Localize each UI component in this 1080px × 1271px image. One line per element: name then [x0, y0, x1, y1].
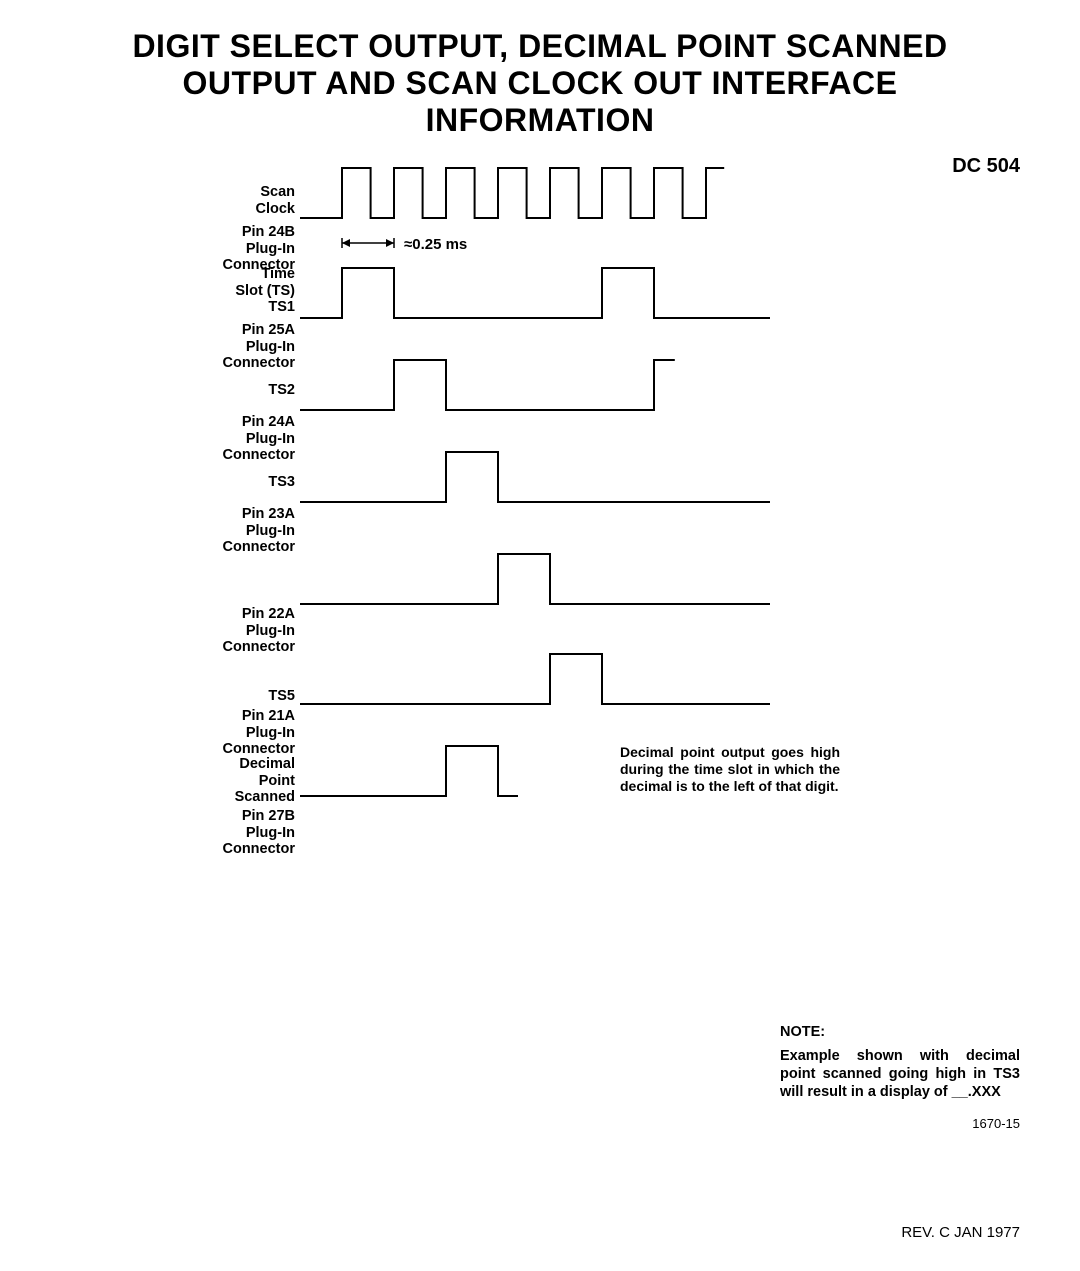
wave-ts5 — [300, 646, 780, 738]
wave-scan-clock: ≈0.25 ms — [300, 160, 780, 252]
wave-ts4 — [300, 546, 780, 638]
label-ts3: TS3 — [130, 474, 295, 491]
label-scan-clock: ScanClock — [130, 184, 295, 217]
label-ts1: TimeSlot (TS)TS1 — [130, 266, 295, 316]
wave-decimal-point: Decimal point output goes high during th… — [300, 738, 780, 830]
wave-ts1 — [300, 260, 780, 352]
label-pin-27b: Pin 27BPlug-InConnector — [130, 808, 295, 858]
label-ts5: TS5 — [130, 688, 295, 705]
row-scan-clock: ScanClock Pin 24BPlug-InConnector ≈0.25 … — [160, 160, 780, 260]
figure-number: 1670-15 — [972, 1116, 1020, 1131]
row-decimal-point: DecimalPointScanned Pin 27BPlug-InConnec… — [160, 738, 780, 838]
wave-ts3 — [300, 444, 780, 536]
title-line-3: INFORMATION — [426, 102, 655, 138]
note-heading: NOTE: — [780, 1023, 1020, 1041]
title-line-1: DIGIT SELECT OUTPUT, DECIMAL POINT SCANN… — [132, 28, 947, 64]
label-ts2: TS2 — [130, 382, 295, 399]
timing-value: ≈0.25 ms — [404, 236, 467, 253]
row-ts3: TS3 Pin 23APlug-InConnector — [160, 444, 780, 536]
row-ts2: TS2 Pin 24APlug-InConnector — [160, 352, 780, 444]
row-ts5: TS5 Pin 21APlug-InConnector — [160, 646, 780, 738]
label-decimal-point-scanned: DecimalPointScanned — [130, 756, 295, 806]
row-ts4: Pin 22APlug-InConnector — [160, 536, 780, 646]
note-body: Example shown with decimal point scanned… — [780, 1047, 1020, 1101]
wave-ts2 — [300, 352, 780, 444]
model-label: DC 504 — [952, 155, 1020, 178]
decimal-point-description: Decimal point output goes high during th… — [620, 744, 840, 794]
note-block: NOTE: Example shown with decimal point s… — [780, 1023, 1020, 1102]
timing-diagram: ScanClock Pin 24BPlug-InConnector ≈0.25 … — [160, 160, 780, 838]
timing-arrow — [300, 226, 780, 256]
revision-label: REV. C JAN 1977 — [901, 1224, 1020, 1241]
title-line-2: OUTPUT AND SCAN CLOCK OUT INTERFACE — [183, 65, 898, 101]
row-ts1: TimeSlot (TS)TS1 Pin 25APlug-InConnector — [160, 260, 780, 352]
page-title: DIGIT SELECT OUTPUT, DECIMAL POINT SCANN… — [40, 28, 1040, 138]
